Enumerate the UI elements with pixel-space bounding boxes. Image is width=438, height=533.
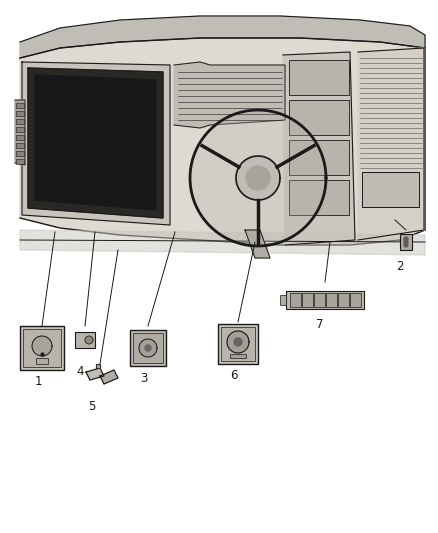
Bar — [362, 172, 419, 207]
Polygon shape — [234, 338, 242, 346]
Polygon shape — [100, 370, 118, 384]
Polygon shape — [15, 100, 25, 165]
Polygon shape — [404, 240, 408, 244]
Polygon shape — [85, 336, 93, 344]
Bar — [23, 329, 61, 367]
Bar — [16, 135, 24, 140]
Bar — [290, 293, 301, 307]
Polygon shape — [190, 110, 326, 246]
Bar — [133, 333, 163, 363]
Polygon shape — [35, 75, 156, 210]
Bar — [289, 180, 349, 215]
Bar — [326, 293, 337, 307]
Text: 3: 3 — [140, 372, 148, 385]
Text: 6: 6 — [230, 369, 238, 382]
Polygon shape — [86, 368, 104, 380]
Bar — [130, 330, 166, 366]
Bar — [75, 332, 95, 349]
Bar — [218, 324, 258, 364]
Polygon shape — [20, 230, 425, 255]
Bar — [221, 327, 255, 361]
Text: 5: 5 — [88, 400, 95, 413]
Bar — [280, 295, 286, 305]
Bar — [20, 326, 64, 370]
Bar — [16, 151, 24, 156]
Polygon shape — [404, 243, 408, 247]
Bar — [16, 111, 24, 116]
Bar — [350, 293, 361, 307]
Polygon shape — [358, 48, 424, 240]
Polygon shape — [227, 331, 249, 353]
Bar — [16, 127, 24, 132]
Bar — [289, 100, 349, 135]
Bar — [16, 159, 24, 164]
Polygon shape — [236, 156, 280, 200]
Bar — [16, 103, 24, 108]
Bar — [286, 291, 364, 309]
Polygon shape — [145, 345, 151, 351]
Polygon shape — [404, 237, 408, 241]
Polygon shape — [20, 38, 425, 245]
Text: 2: 2 — [396, 260, 404, 273]
Bar — [314, 293, 325, 307]
Polygon shape — [32, 336, 52, 356]
Bar — [400, 234, 412, 250]
Bar — [289, 140, 349, 175]
Polygon shape — [22, 62, 170, 225]
Polygon shape — [283, 52, 355, 245]
Polygon shape — [246, 166, 270, 190]
Bar — [36, 358, 48, 364]
Polygon shape — [20, 16, 425, 58]
Polygon shape — [28, 68, 163, 218]
Text: 7: 7 — [316, 318, 324, 331]
Bar — [16, 119, 24, 124]
Bar — [338, 293, 349, 307]
Polygon shape — [245, 230, 270, 258]
Text: 4: 4 — [76, 365, 84, 378]
Bar — [230, 354, 246, 358]
Polygon shape — [174, 62, 285, 128]
Polygon shape — [96, 364, 100, 368]
Text: 1: 1 — [34, 375, 42, 388]
Bar — [302, 293, 313, 307]
Bar — [16, 143, 24, 148]
Polygon shape — [139, 339, 157, 357]
Bar — [289, 60, 349, 95]
